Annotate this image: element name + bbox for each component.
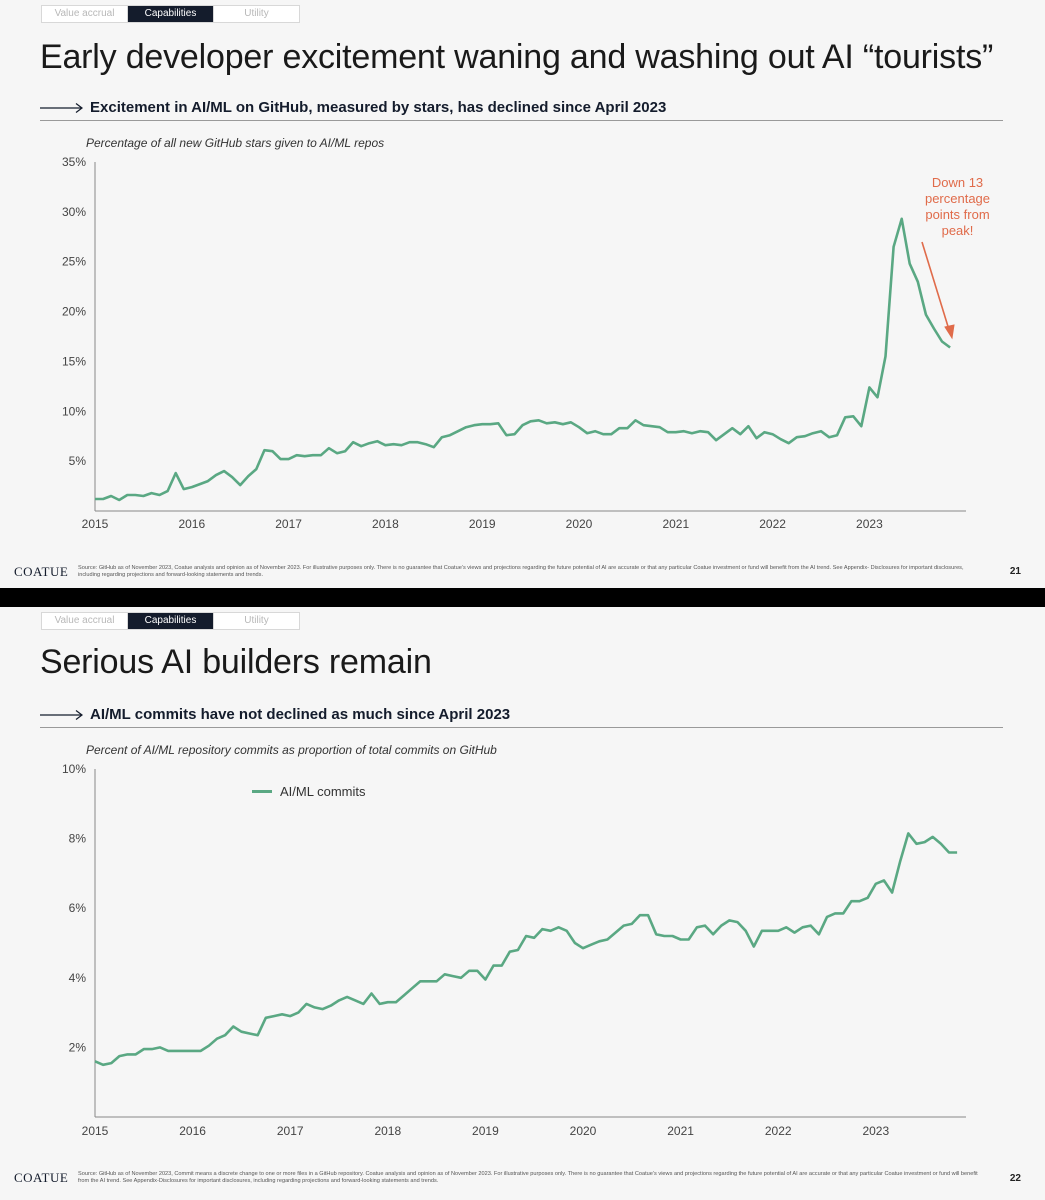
slide-21: Value accrual Capabilities Utility Early… — [0, 0, 1045, 588]
series-line — [94, 832, 958, 1067]
slide-title: Early developer excitement waning and wa… — [40, 38, 994, 76]
coatue-logo: COATUE — [14, 564, 69, 579]
x-tick-label: 2018 — [374, 1124, 401, 1138]
decline-arrow — [921, 241, 951, 334]
x-tick-label: 2020 — [570, 1124, 597, 1138]
x-tick-label: 2017 — [275, 517, 302, 531]
chart-title: Percentage of all new GitHub stars given… — [86, 136, 385, 150]
slide-separator — [0, 588, 1045, 607]
y-tick-label: 2% — [69, 1040, 87, 1054]
y-tick-label: 10% — [62, 404, 86, 418]
chart-title: Percent of AI/ML repository commits as p… — [86, 743, 497, 757]
tab-capabilities[interactable]: Capabilities — [128, 6, 214, 22]
section-tabs: Value accrual Capabilities Utility — [41, 5, 300, 23]
peak-annotation: Down 13 percentage points from peak! — [924, 175, 991, 238]
commits-line-chart: 2% 4% 6% 8% 10% 2015 2016 2017 2018 2019 2020 2021 2… — [62, 762, 966, 1138]
series-line — [95, 217, 951, 502]
x-tick-label: 2018 — [372, 517, 399, 531]
x-tick-label: 2016 — [179, 1124, 206, 1138]
x-tick-label: 2021 — [662, 517, 689, 531]
arrow-right-icon — [40, 103, 83, 113]
tab-utility[interactable]: Utility — [244, 615, 269, 626]
subtitle-row: AI/ML commits have not declined as much … — [40, 705, 1003, 728]
slide-subtitle: AI/ML commits have not declined as much … — [90, 706, 511, 723]
y-tick-label: 8% — [69, 832, 87, 846]
y-tick-label: 5% — [69, 454, 87, 468]
x-tick-label: 2022 — [765, 1124, 792, 1138]
slide-title: Serious AI builders remain — [40, 643, 432, 681]
slide-subtitle: Excitement in AI/ML on GitHub, measured … — [90, 99, 667, 116]
y-tick-label: 4% — [69, 971, 87, 985]
footer-disclaimer: Source: GitHub as of November 2023, Coat… — [78, 565, 964, 578]
tab-capabilities[interactable]: Capabilities — [128, 613, 214, 629]
x-tick-label: 2023 — [856, 517, 883, 531]
y-tick-label: 25% — [62, 255, 86, 269]
x-tick-label: 2019 — [469, 517, 496, 531]
tab-utility[interactable]: Utility — [244, 8, 269, 19]
y-tick-label: 30% — [62, 205, 86, 219]
page-number: 21 — [1009, 566, 1021, 577]
x-tick-label: 2015 — [82, 517, 109, 531]
legend-swatch — [252, 790, 272, 793]
page-number: 22 — [1009, 1173, 1021, 1184]
x-tick-label: 2019 — [472, 1124, 499, 1138]
coatue-logo: COATUE — [14, 1170, 69, 1185]
y-tick-label: 20% — [62, 305, 86, 319]
x-tick-label: 2021 — [667, 1124, 694, 1138]
y-tick-label: 10% — [62, 762, 86, 776]
x-tick-label: 2017 — [277, 1124, 304, 1138]
x-tick-label: 2016 — [178, 517, 205, 531]
y-tick-label: 35% — [62, 155, 86, 169]
footer-disclaimer: Source: GitHub as of November 2023, Comm… — [78, 1171, 978, 1184]
y-tick-label: 6% — [69, 901, 87, 915]
decline-arrow-head — [944, 324, 955, 340]
subtitle-row: Excitement in AI/ML on GitHub, measured … — [40, 98, 1003, 121]
chart-legend: AI/ML commits — [252, 784, 365, 799]
x-tick-label: 2015 — [82, 1124, 109, 1138]
slide-22: Value accrual Capabilities Utility Serio… — [0, 607, 1045, 1200]
section-tabs: Value accrual Capabilities Utility — [41, 612, 300, 630]
x-tick-label: 2020 — [566, 517, 593, 531]
y-tick-label: 15% — [62, 354, 86, 368]
tab-value-accrual[interactable]: Value accrual — [42, 613, 128, 629]
stars-line-chart: 5% 10% 15% 20% 25% 30% 35% 2015 2016 2017 2018 2019… — [62, 155, 966, 531]
x-tick-label: 2022 — [759, 517, 786, 531]
legend-label: AI/ML commits — [280, 784, 366, 799]
x-tick-label: 2023 — [862, 1124, 889, 1138]
tab-value-accrual[interactable]: Value accrual — [42, 6, 128, 22]
arrow-right-icon — [40, 710, 83, 720]
